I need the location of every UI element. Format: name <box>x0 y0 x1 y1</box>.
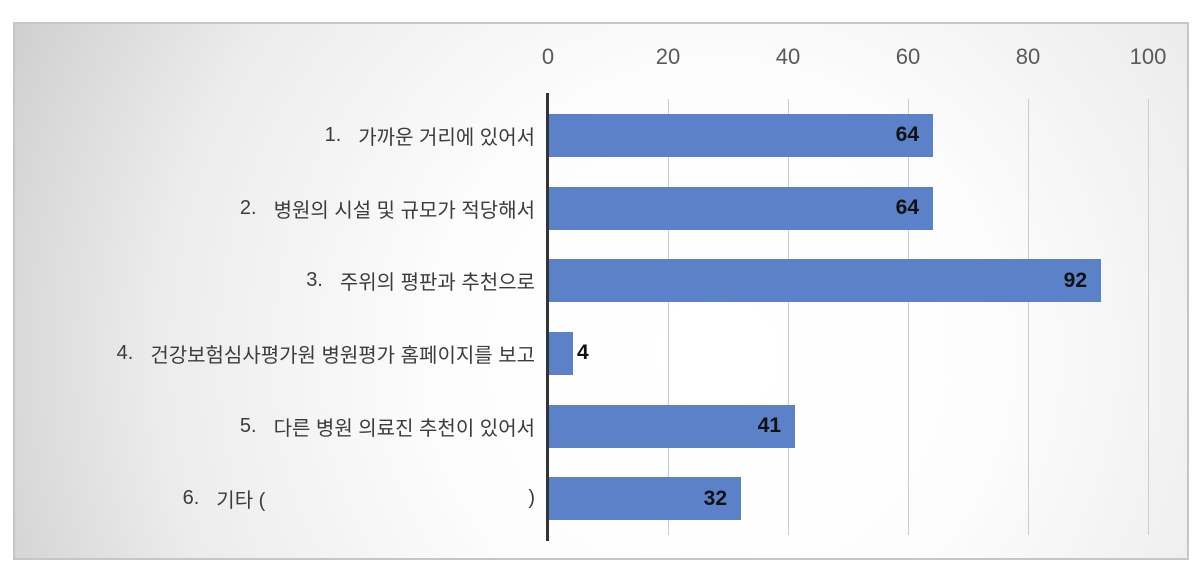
x-tick-label: 100 <box>1129 44 1167 69</box>
category-text: 주위의 평판과 추천으로 <box>339 272 535 295</box>
x-tick-label: 20 <box>655 44 681 69</box>
bar: 64 <box>549 186 933 230</box>
category-text: 다른 병원 의료진 추천이 있어서 <box>273 417 535 440</box>
category-number: 3. <box>306 269 323 292</box>
category-text: 건강보험심사평가원 병원평가 홈페이지를 보고 <box>150 344 535 367</box>
category-label: 1. 가까운 거리에 있어서 <box>33 114 535 157</box>
category-text: 병원의 시설 및 규모가 적당해서 <box>273 199 535 222</box>
category-number: 5. <box>239 414 257 437</box>
category-label: 2. 병원의 시설 및 규모가 적당해서 <box>33 187 535 230</box>
gridline <box>668 99 669 535</box>
category-text-suffix: ) <box>528 487 535 510</box>
bar: 4 <box>549 331 589 375</box>
bar-value-label: 41 <box>757 414 781 437</box>
x-tick-label: 60 <box>895 44 921 69</box>
bar-chart-frame: 0 20 40 60 80 100 64 64 92 4 41 32 1. 가까운 거리에 있어서 2.… <box>13 22 1189 560</box>
bar: 32 <box>549 477 741 521</box>
bar: 64 <box>549 113 933 157</box>
plot-area: 64 64 92 4 41 32 <box>546 93 1149 541</box>
category-label: 6. 기타 () <box>33 477 535 520</box>
bar-value-label: 32 <box>703 486 727 510</box>
category-number: 4. <box>116 341 134 364</box>
gridline <box>1028 99 1029 535</box>
gridline <box>788 99 789 535</box>
bar-value-label: 64 <box>895 196 919 219</box>
category-text: 가까운 거리에 있어서 <box>358 126 535 149</box>
bar-value-label: 64 <box>895 123 919 147</box>
bar-value-label: 92 <box>1063 268 1087 292</box>
y-axis-line <box>546 93 549 541</box>
bar: 41 <box>549 404 795 448</box>
bar-value-label: 4 <box>577 341 589 365</box>
category-number: 1. <box>324 123 342 146</box>
category-text: 기타 ( <box>216 490 266 513</box>
x-tick-label: 40 <box>775 44 801 69</box>
category-number: 6. <box>182 487 200 510</box>
bar: 92 <box>549 259 1101 303</box>
category-label: 3. 주위의 평판과 추천으로 <box>33 259 535 302</box>
category-number: 2. <box>239 196 257 219</box>
category-label: 5. 다른 병원 의료진 추천이 있어서 <box>33 405 535 448</box>
gridline <box>1148 99 1149 535</box>
x-tick-label: 80 <box>1015 44 1041 69</box>
x-tick-label: 0 <box>541 44 555 69</box>
gridline <box>908 99 909 535</box>
category-label: 4. 건강보험심사평가원 병원평가 홈페이지를 보고 <box>33 332 535 375</box>
